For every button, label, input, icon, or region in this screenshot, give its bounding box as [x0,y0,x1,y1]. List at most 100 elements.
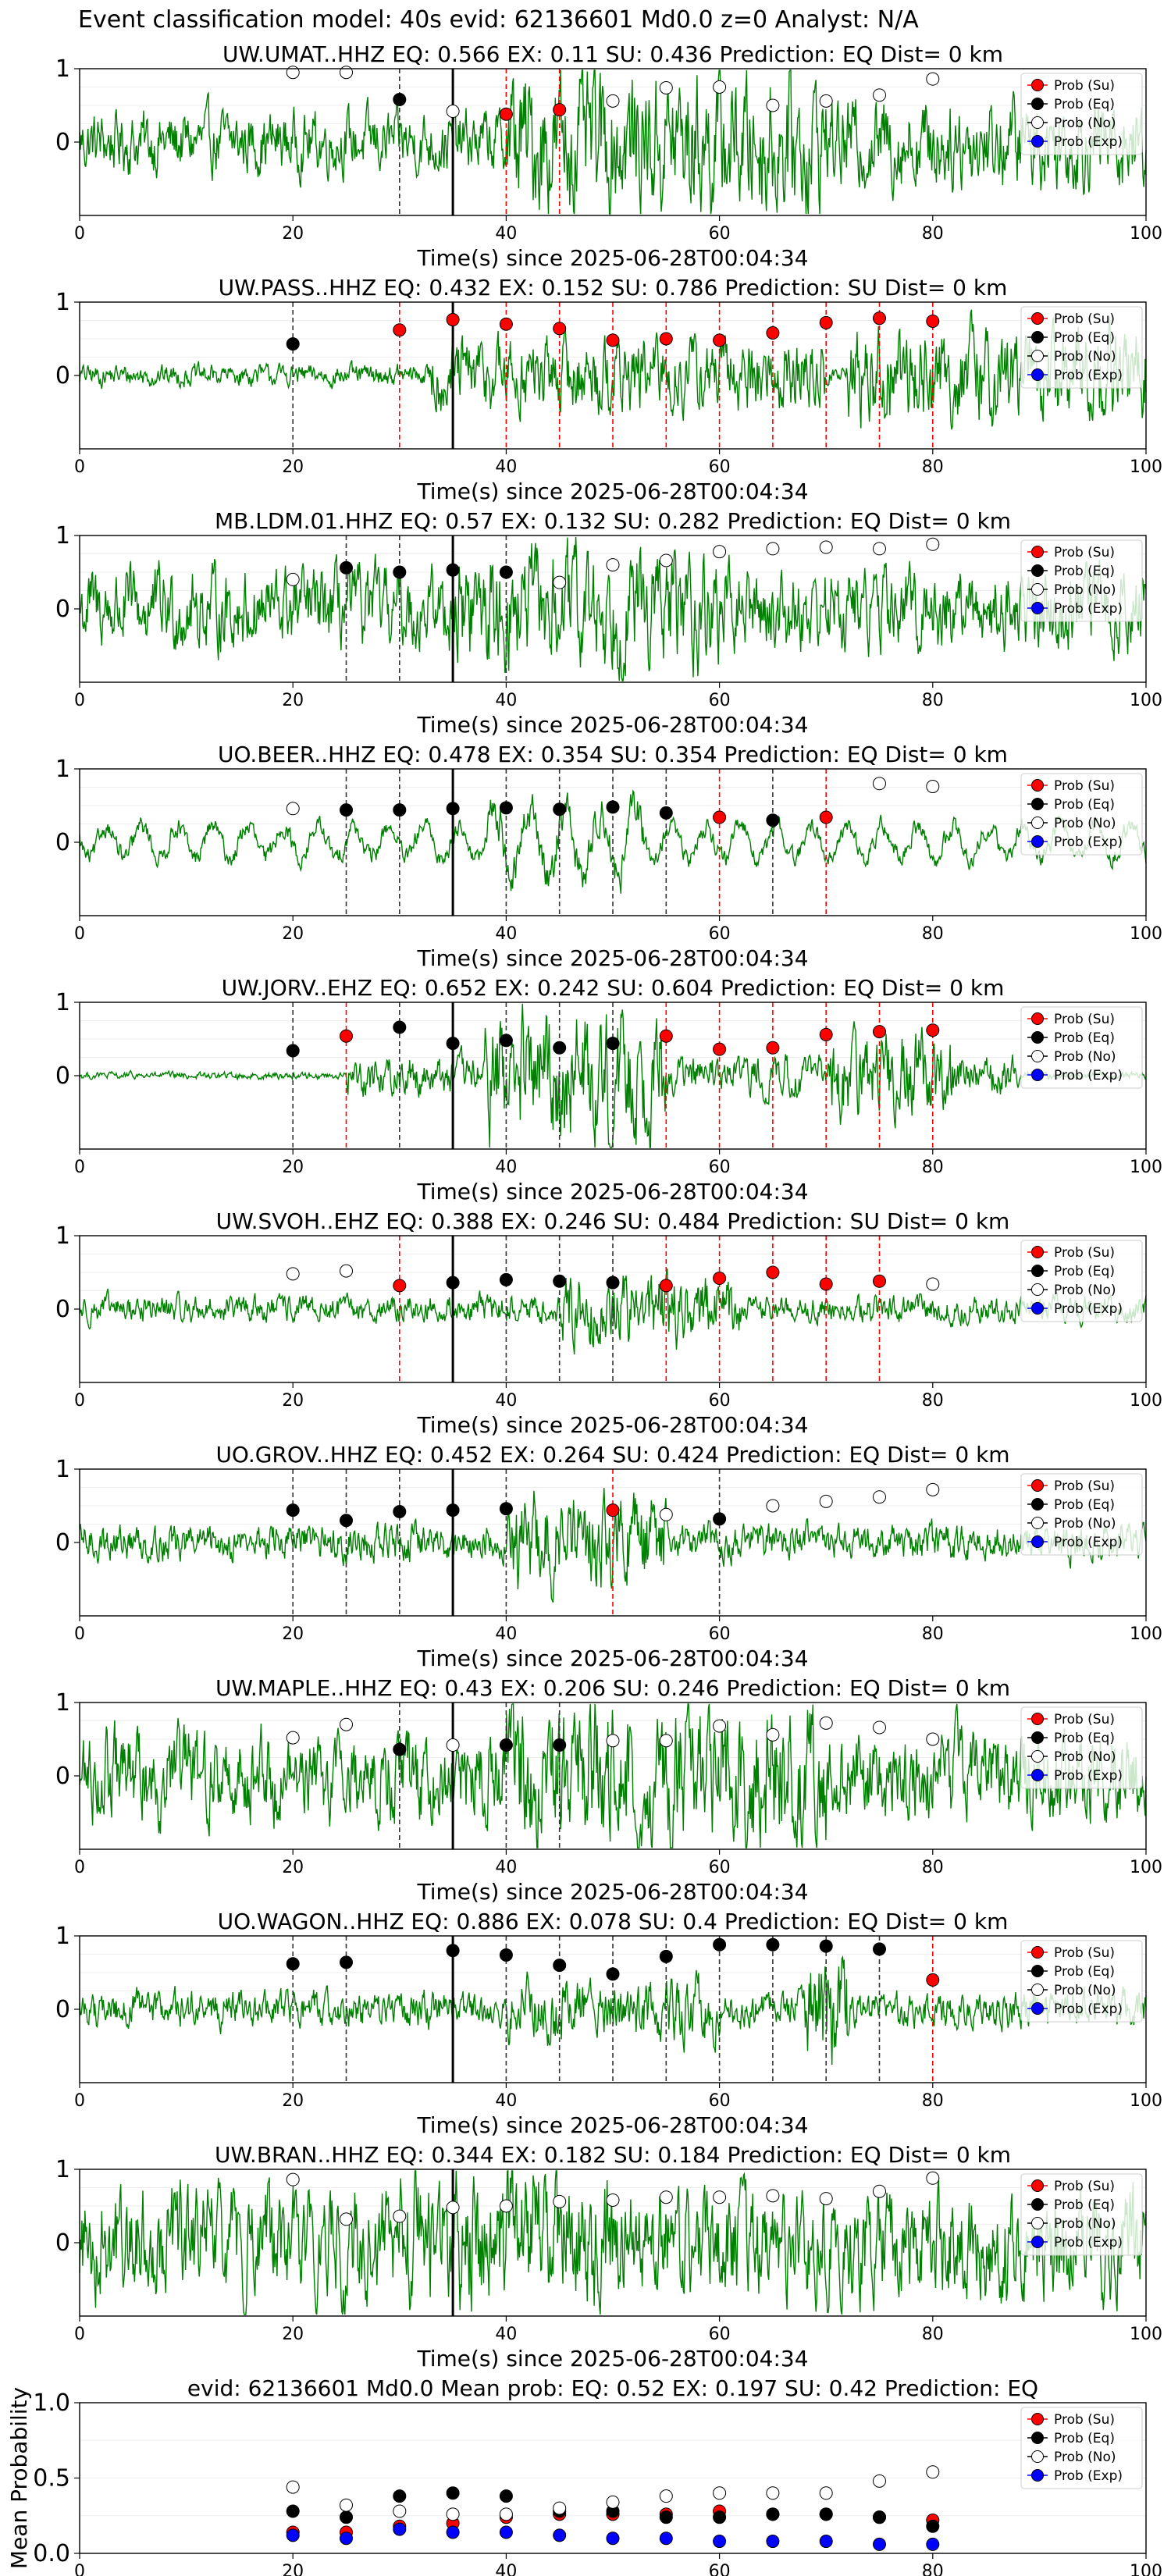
legend-marker-eq [1031,2198,1044,2211]
prob-point-su [713,1272,727,1286]
legend-marker-exp [1031,602,1044,614]
x-axis-label: Time(s) since 2025-06-28T00:04:34 [416,1646,808,1671]
legend-label-exp: Prob (Exp) [1054,2001,1123,2017]
prob-point-no [819,1494,833,1508]
legend-label-no: Prob (No) [1054,349,1116,365]
prob-point-eq [340,560,353,575]
prob-point-eq [553,1959,567,1973]
prob-point-su [766,1265,780,1279]
y-tick-label: 0 [55,1529,70,1557]
x-tick-label: 20 [282,1391,304,1411]
prob-point-no [499,2199,513,2213]
prob-point-su [766,1041,780,1055]
x-tick-label: 20 [282,691,304,710]
prob-point-su [819,810,833,824]
mean-point-no [606,2495,620,2509]
panel-title: UW.BRAN..HHZ EQ: 0.344 EX: 0.182 SU: 0.1… [215,2142,1011,2168]
prob-point-no [606,558,620,572]
legend: Prob (Su) Prob (Eq) Prob (No) Prob (Exp) [1020,1006,1143,1089]
legend-marker-eq [1031,331,1044,343]
x-tick-label: 20 [282,1624,304,1644]
y-tick-label: 1 [55,1923,70,1950]
prob-point-eq [446,563,460,577]
mean-point-no [713,2486,727,2500]
prob-point-no [446,105,460,119]
x-tick-label: 20 [282,2325,304,2344]
legend-marker-no [1031,1050,1044,1062]
mean-point-no [819,2486,833,2500]
x-tick-label: 60 [709,2091,731,2111]
prob-point-su [499,317,513,331]
prob-point-no [286,1267,300,1281]
x-tick-label: 40 [495,224,517,244]
legend-marker-eq [1031,564,1044,577]
prob-point-no [553,575,567,589]
x-tick-label: 60 [709,924,731,944]
prob-point-eq [446,1944,460,1958]
prob-point-no [926,1732,940,1746]
station-panel-1: UW.UMAT..HHZ EQ: 0.566 EX: 0.11 SU: 0.43… [55,41,1162,271]
x-tick-label: 100 [1130,1858,1162,1877]
y-tick-label: 1 [55,756,70,783]
x-tick-label: 100 [1130,457,1162,477]
prob-point-eq [819,1939,833,1953]
mean-point-eq [393,2489,407,2503]
x-tick-label: 80 [922,1624,944,1644]
prob-point-eq [499,1034,513,1048]
prob-point-no [606,94,620,108]
prob-point-eq [286,337,300,351]
prob-point-su [926,1023,940,1037]
mean-point-eq [926,2519,940,2533]
mean-point-eq [766,2507,780,2521]
x-tick-label: 40 [495,1858,517,1877]
x-tick-label: 20 [282,2562,304,2576]
waveform-trace [79,536,1147,681]
mean-point-exp [766,2535,780,2549]
mean-point-no [446,2507,460,2521]
panel-title: UO.GROV..HHZ EQ: 0.452 EX: 0.264 SU: 0.4… [215,1442,1009,1468]
prob-point-su [713,810,727,824]
legend: Prob (Su) Prob (Eq) Prob (No) Prob (Exp) [1020,1473,1143,1556]
prob-point-su [393,1279,407,1293]
x-tick-label: 80 [922,2091,944,2111]
y-tick-label: 1 [55,289,70,316]
legend-marker-no [1031,1517,1044,1529]
x-tick-label: 80 [922,224,944,244]
prob-point-no [713,2190,727,2204]
legend-label-no: Prob (No) [1054,1983,1116,1998]
prob-point-eq [713,1937,727,1952]
x-tick-label: 40 [495,1624,517,1644]
prob-point-no [446,1738,460,1752]
prob-point-no [819,1716,833,1730]
prob-point-no [286,66,300,80]
mean-point-no [286,2480,300,2494]
x-axis-label: Time(s) since 2025-06-28T00:04:34 [416,2346,808,2371]
prob-point-eq [606,1967,620,1981]
mean-point-exp [553,2528,567,2542]
x-tick-label: 40 [495,457,517,477]
x-tick-label: 80 [922,924,944,944]
legend-marker-no [1031,1984,1044,1996]
legend-marker-no [1031,817,1044,829]
y-tick-label: 1 [55,1689,70,1717]
y-tick-label: 0.0 [33,2540,70,2567]
prob-point-no [340,1717,353,1731]
mean-point-no [659,2489,673,2503]
legend-box [1020,1006,1143,1089]
x-tick-label: 100 [1130,691,1162,710]
y-tick-label: 1 [55,2156,70,2183]
legend-label-su: Prob (Su) [1054,1478,1115,1494]
mean-point-exp [606,2532,620,2546]
legend-label-su: Prob (Su) [1054,2412,1115,2428]
y-tick-label: 0 [55,1062,70,1090]
prob-point-su [766,326,780,340]
legend-marker-eq [1031,1965,1044,1977]
legend-label-eq: Prob (Eq) [1054,330,1115,346]
mean-point-eq [286,2504,300,2518]
legend-box [1020,773,1143,856]
prob-point-no [286,2172,300,2186]
legend-label-eq: Prob (Eq) [1054,1030,1115,1046]
prob-point-eq [499,1738,513,1752]
x-axis-label: Time(s) since 2025-06-28T00:04:34 [416,1879,808,1905]
legend: Prob (Su) Prob (Eq) Prob (No) Prob (Exp) [1020,2173,1143,2256]
